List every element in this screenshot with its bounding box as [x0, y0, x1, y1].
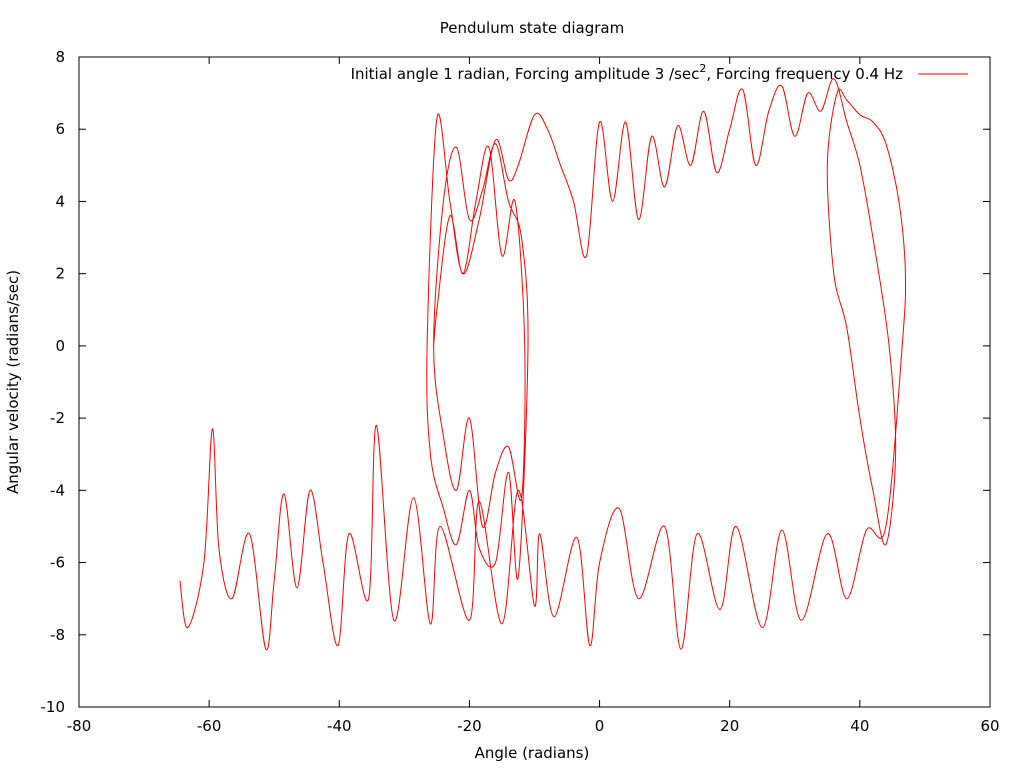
y-tick-label: -6 [50, 554, 65, 572]
y-tick-label: -10 [41, 698, 66, 716]
y-tick-label: 2 [55, 265, 65, 283]
y-tick-label: 8 [55, 48, 65, 66]
y-tick-label: -2 [50, 409, 65, 427]
series-line [179, 78, 907, 651]
x-axis-ticks: -80 -60 -40 -20 0 20 40 60 [67, 57, 1000, 735]
legend: Initial angle 1 radian, Forcing amplitud… [351, 62, 968, 83]
y-tick-label: -8 [50, 626, 65, 644]
chart-title: Pendulum state diagram [440, 19, 624, 37]
legend-label: Initial angle 1 radian, Forcing amplitud… [351, 62, 904, 83]
x-axis-label: Angle (radians) [475, 744, 590, 762]
x-tick-label: 60 [980, 717, 999, 735]
y-tick-label: 6 [55, 120, 65, 138]
plot-frame [78, 56, 991, 708]
legend-label-superscript: 2 [699, 62, 706, 75]
x-tick-label: 0 [595, 717, 605, 735]
y-tick-label: -4 [50, 481, 65, 499]
y-axis-ticks: -10 -8 -6 -4 -2 0 2 4 6 8 [41, 48, 990, 716]
x-tick-label: 20 [720, 717, 739, 735]
x-tick-label: -60 [197, 717, 222, 735]
legend-label-tail: , Forcing frequency 0.4 Hz [706, 65, 903, 83]
x-tick-label: 40 [850, 717, 869, 735]
y-axis-label: Angular velocity (radians/sec) [4, 270, 22, 494]
y-tick-label: 4 [55, 192, 65, 210]
y-tick-label: 0 [55, 337, 65, 355]
x-tick-label: -40 [327, 717, 352, 735]
x-tick-label: -20 [457, 717, 482, 735]
legend-label-main: Initial angle 1 radian, Forcing amplitud… [351, 65, 700, 83]
x-tick-label: -80 [67, 717, 92, 735]
plot-area [179, 78, 907, 651]
